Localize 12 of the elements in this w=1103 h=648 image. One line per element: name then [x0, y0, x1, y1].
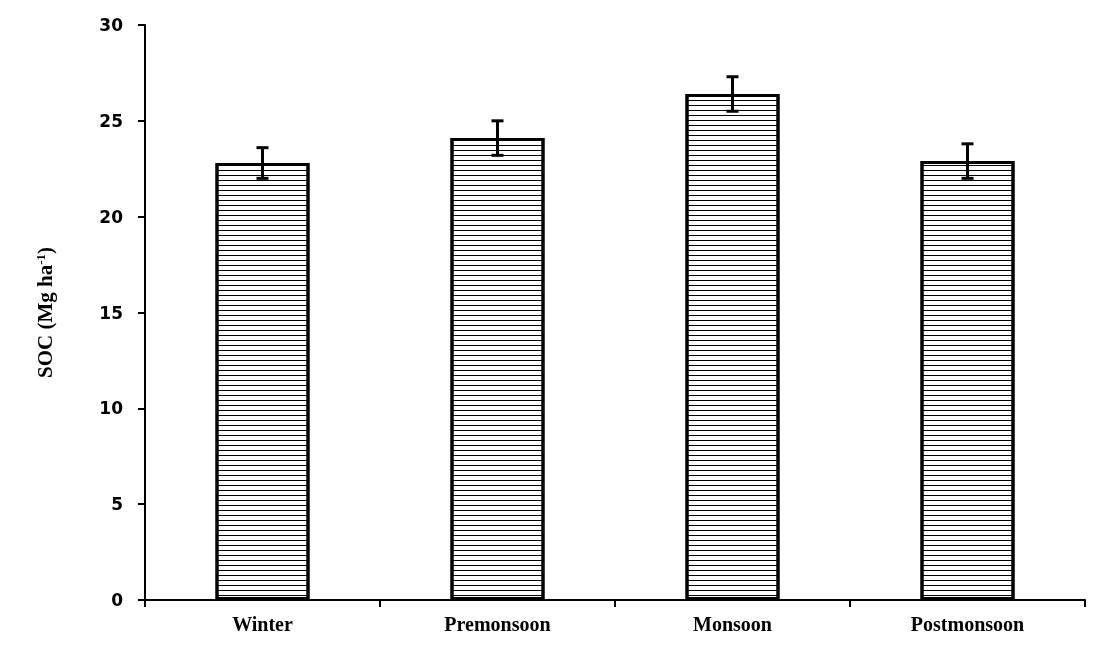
y-tick-label: 25 — [99, 110, 123, 131]
y-tick-label: 0 — [111, 590, 124, 610]
y-axis-title: SOC (Mg ha-1) — [32, 247, 57, 378]
y-tick-label: 10 — [99, 398, 124, 419]
y-tick-label: 5 — [111, 494, 123, 515]
y-tick-label: 15 — [99, 302, 123, 323]
x-tick-label: Monsoon — [693, 613, 772, 635]
x-tick-label: Winter — [232, 613, 293, 635]
x-tick-label: Premonsoon — [444, 613, 551, 635]
y-tick-label: 20 — [99, 206, 124, 227]
y-tick-label: 30 — [99, 15, 124, 35]
x-tick-label: Postmonsoon — [910, 613, 1025, 635]
